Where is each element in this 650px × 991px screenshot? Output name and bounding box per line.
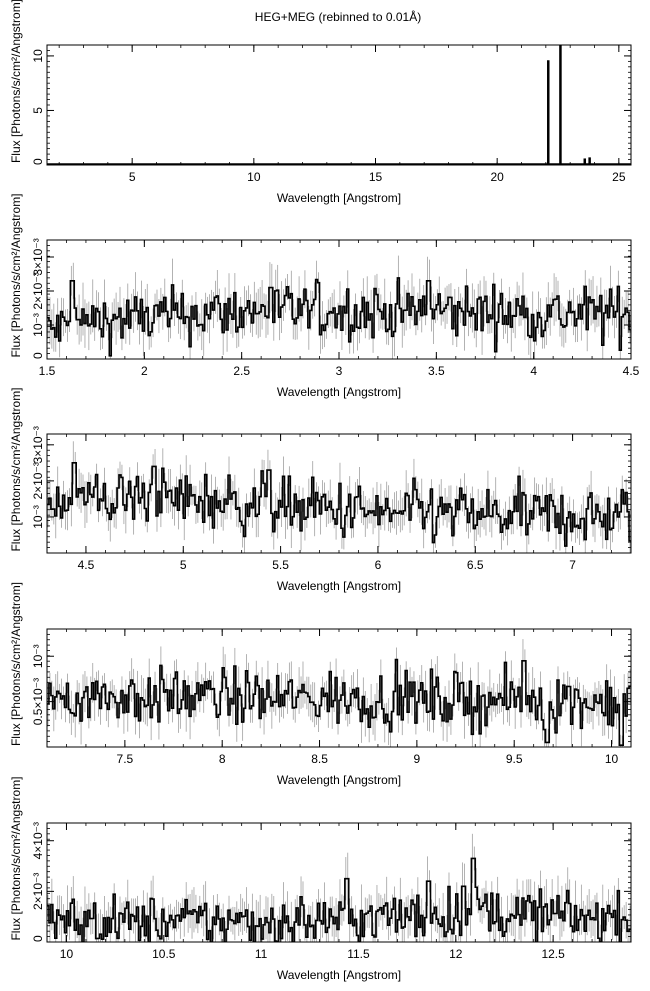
x-tick-label: 5: [180, 558, 187, 572]
x-tick-label: 4.5: [623, 364, 640, 378]
y-tick-label: 0: [31, 158, 45, 165]
x-axis-label: Wavelength [Angstrom]: [277, 579, 401, 593]
x-tick-label: 12: [449, 947, 463, 961]
x-tick-label: 9.5: [506, 752, 523, 766]
x-tick-label: 9: [414, 752, 421, 766]
y-tick-label: 2×10⁻³: [31, 873, 45, 910]
spectrum-step-line: [47, 277, 631, 357]
x-tick-label: 25: [612, 170, 626, 184]
x-axis-label: Wavelength [Angstrom]: [277, 773, 401, 787]
x-tick-label: 3.5: [428, 364, 445, 378]
plot-area: [47, 45, 631, 165]
y-tick-label: 3×10⁻³: [31, 426, 45, 463]
y-tick-label: 4×10⁻³: [31, 822, 45, 859]
x-tick-label: 6.5: [467, 558, 484, 572]
chart-panel: 4.5 5 5.5 6 6.5 7 10⁻³ 2×10⁻³3×10⁻³ Wavelength […: [9, 387, 632, 593]
x-tick-label: 11.5: [347, 947, 370, 961]
x-axis-label: Wavelength [Angstrom]: [277, 968, 401, 982]
x-tick-label: 2: [141, 364, 148, 378]
y-tick-label: 2×10⁻³: [31, 272, 45, 309]
x-tick-label: 12.5: [541, 947, 565, 961]
x-tick-label: 7.5: [117, 752, 134, 766]
y-tick-label: 2×10⁻³: [31, 462, 45, 499]
y-axis-label: Flux [Photons/s/cm²/Angstrom]: [9, 387, 23, 551]
y-axis-label: Flux [Photons/s/cm²/Angstrom]: [9, 193, 23, 357]
x-tick-label: 7: [569, 558, 576, 572]
x-axis-label: Wavelength [Angstrom]: [277, 191, 401, 205]
y-tick-label: 0: [31, 935, 45, 942]
spectrum-step-line: [47, 462, 631, 547]
x-tick-label: 2.5: [233, 364, 250, 378]
y-axis-label: Flux [Photons/s/cm²/Angstrom]: [9, 582, 23, 746]
x-tick-label: 3: [336, 364, 343, 378]
x-tick-label: 10: [60, 947, 74, 961]
y-tick-label: 10⁻³: [31, 505, 45, 529]
chart-panel: 5 10 15 20 25 0 5 10 Wavelength [Angstrom] Flux […: [9, 0, 632, 205]
plot-area: [47, 639, 631, 747]
y-tick-label: 0.5×10⁻³: [31, 678, 45, 725]
spectrum-step-line: [47, 658, 631, 746]
figure-title: HEG+MEG (rebinned to 0.01Å): [255, 9, 421, 24]
y-axis-label: Flux [Photons/s/cm²/Angstrom]: [9, 776, 23, 940]
x-tick-label: 8.5: [311, 752, 328, 766]
plot-area: [47, 441, 631, 553]
x-tick-label: 1.5: [39, 364, 56, 378]
plot-area: [47, 833, 631, 942]
y-tick-label: 5: [31, 107, 45, 114]
y-tick-label: 10: [31, 49, 45, 63]
x-tick-label: 5.5: [272, 558, 289, 572]
spectrum-step-line: [47, 857, 631, 942]
x-tick-label: 8: [219, 752, 226, 766]
x-axis-label: Wavelength [Angstrom]: [277, 385, 401, 399]
x-tick-label: 10: [247, 170, 261, 184]
x-tick-label: 15: [369, 170, 383, 184]
x-tick-label: 11: [255, 947, 268, 961]
x-tick-label: 10: [605, 752, 619, 766]
y-axis-label: Flux [Photons/s/cm²/Angstrom]: [9, 0, 23, 163]
x-tick-label: 6: [375, 558, 382, 572]
x-tick-label: 5: [129, 170, 136, 184]
x-tick-label: 20: [490, 170, 504, 184]
chart-panel: 10 10.5 11 11.5 12 12.5 0 2×10⁻³ 4×10⁻³ Wavelengt…: [9, 776, 632, 982]
x-tick-label: 4.5: [78, 558, 95, 572]
chart-panel: 7.5 8 8.5 9 9.5 10 0.5×10⁻³ 10⁻³ Wavelength [Ang…: [9, 582, 632, 787]
x-tick-label: 4: [530, 364, 537, 378]
chart-panel: 1.5 2 2.5 3 3.5 4 4.5 0 10⁻³ 2×10⁻³3×10⁻³ Waveleng…: [9, 193, 640, 399]
y-tick-label: 3×10⁻³: [31, 238, 45, 275]
y-tick-label: 10⁻³: [31, 644, 45, 668]
plot-frame: [46, 44, 632, 166]
y-tick-label: 10⁻³: [31, 313, 45, 337]
plot-area: [47, 255, 631, 359]
x-tick-label: 10.5: [152, 947, 176, 961]
y-tick-label: 0: [31, 352, 45, 359]
